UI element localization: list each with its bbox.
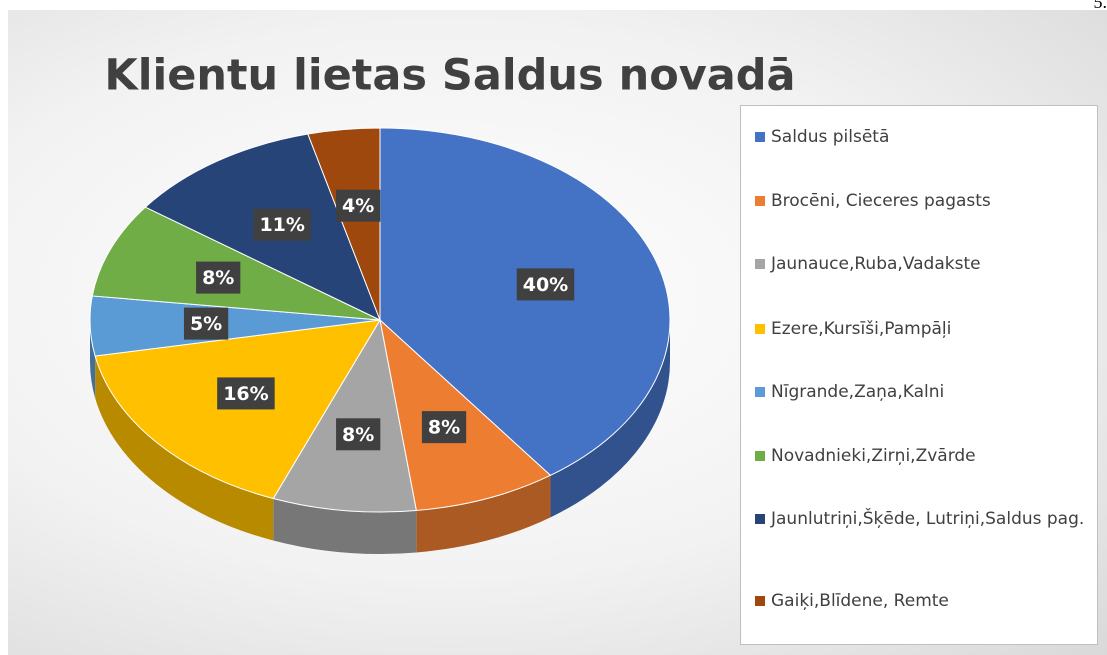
data-label: 8% xyxy=(202,267,234,289)
legend-swatch xyxy=(755,196,765,206)
legend-swatch xyxy=(755,451,765,461)
legend-label: Novadnieki,Zirņi,Zvārde xyxy=(771,446,976,466)
legend-label: Jaunauce,Ruba,Vadakste xyxy=(771,254,981,274)
legend-label: Nīgrande,Zaņa,Kalni xyxy=(771,382,945,402)
legend-item: Brocēni, Cieceres pagasts xyxy=(755,188,1095,214)
data-label-bg xyxy=(336,189,381,222)
data-label: 4% xyxy=(342,195,374,217)
legend-item: Gaiķi,Blīdene, Remte xyxy=(755,588,1095,614)
data-label-bg xyxy=(336,418,381,451)
legend-swatch xyxy=(755,514,765,524)
data-label-bg xyxy=(196,261,241,294)
slice xyxy=(272,318,417,513)
legend-item: Jaunlutriņi,Šķēde, Lutriņi,Saldus pag. xyxy=(755,506,1095,532)
slice-side xyxy=(416,475,551,553)
slice xyxy=(379,127,671,476)
legend-swatch xyxy=(755,387,765,397)
legend-label: Saldus pilsētā xyxy=(771,127,890,147)
slice xyxy=(307,127,381,321)
data-label: 8% xyxy=(342,424,374,446)
legend-item: Jaunauce,Ruba,Vadakste xyxy=(755,251,1095,277)
slice-side xyxy=(95,355,274,541)
data-label-bg xyxy=(253,208,311,241)
legend-item: Nīgrande,Zaņa,Kalni xyxy=(755,379,1095,405)
page-number: 5. xyxy=(1093,0,1107,12)
legend-item: Ezere,Kursīši,Pampāļi xyxy=(755,316,1095,342)
data-label-bg xyxy=(516,268,575,301)
legend: Saldus pilsētā Brocēni, Cieceres pagasts J… xyxy=(740,105,1098,645)
legend-label: Jaunlutriņi,Šķēde, Lutriņi,Saldus pag. xyxy=(771,509,1085,529)
legend-swatch xyxy=(755,324,765,334)
legend-item: Saldus pilsētā xyxy=(755,124,1095,150)
data-label: 16% xyxy=(223,383,268,405)
legend-label: Ezere,Kursīši,Pampāļi xyxy=(771,319,952,339)
legend-item: Novadnieki,Zirņi,Zvārde xyxy=(755,443,1095,469)
data-label: 8% xyxy=(428,417,460,439)
data-label: 40% xyxy=(523,274,568,296)
legend-label: Gaiķi,Blīdene, Remte xyxy=(771,591,949,611)
data-label-bg xyxy=(421,411,467,444)
legend-swatch xyxy=(755,596,765,606)
data-label: 5% xyxy=(190,313,222,335)
slice-side xyxy=(550,320,670,518)
data-label-bg xyxy=(217,377,275,410)
legend-swatch xyxy=(755,132,765,142)
data-label: 11% xyxy=(259,214,304,236)
legend-label: Brocēni, Cieceres pagasts xyxy=(771,191,991,211)
chart-title: Klientu lietas Saldus novadā xyxy=(104,51,795,101)
legend-swatch xyxy=(755,259,765,269)
data-label-bg xyxy=(183,307,229,340)
